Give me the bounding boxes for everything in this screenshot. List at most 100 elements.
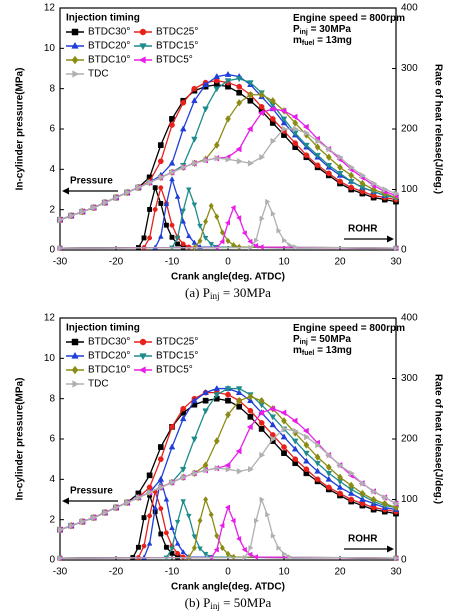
rohr-marker (197, 237, 203, 245)
rohr-marker (265, 511, 271, 518)
legend-marker (72, 70, 80, 78)
pressure-marker (258, 426, 265, 432)
legend-title: Injection timing (66, 13, 140, 24)
pressure-marker (269, 116, 276, 122)
pressure-marker (292, 119, 299, 127)
y-tick-label: 8 (49, 83, 55, 94)
pressure-marker (337, 153, 344, 161)
rohr-marker (169, 546, 175, 552)
annotation: Pinj = 50MPa (293, 334, 351, 346)
pressure-marker (269, 105, 276, 113)
pressure-marker (314, 453, 321, 461)
pressure-marker (68, 212, 75, 219)
pressure-marker (269, 421, 277, 428)
pressure-marker (304, 433, 311, 441)
rohr-marker (163, 544, 169, 550)
rohr-marker (259, 496, 265, 503)
pressure-marker (191, 97, 198, 104)
pressure-marker (180, 99, 187, 106)
pressure-marker (213, 141, 220, 149)
pressure-marker (169, 122, 175, 128)
caption-tail: = 30MPa (220, 285, 272, 300)
caption-base: (a) P (185, 285, 210, 300)
rohr-marker (197, 517, 203, 524)
pressure-marker (292, 427, 299, 435)
pressure-marker (202, 80, 209, 87)
rohr-marker (281, 551, 288, 557)
pressure-marker (270, 435, 277, 443)
pressure-marker (236, 89, 243, 96)
y-tick-label: 6 (49, 434, 55, 445)
pressure-marker (258, 103, 265, 110)
pressure-marker (179, 415, 187, 422)
y-axis-label: In-cylinder pressure(MPa) (15, 68, 26, 191)
y-tick-label: 2 (49, 514, 55, 525)
pressure-marker (57, 216, 64, 224)
legend-title: Injection timing (66, 323, 140, 334)
pressure-marker (325, 470, 333, 477)
pressure-marker (247, 407, 254, 414)
pressure-line (59, 79, 397, 221)
x-tick-label: 10 (278, 567, 290, 578)
pressure-marker (225, 465, 232, 473)
rohr-marker (185, 232, 192, 239)
pressure-marker (169, 479, 176, 486)
pressure-marker (281, 125, 288, 133)
rohr-marker (158, 531, 164, 537)
pressure-marker (113, 504, 120, 511)
pressure-marker (314, 476, 321, 483)
rohr-marker (169, 176, 175, 182)
rohr-marker (208, 241, 215, 248)
x-tick-label: -20 (109, 567, 124, 578)
rohr-marker (219, 544, 225, 552)
annotation-sub: fuel (302, 40, 315, 47)
rohr-marker (265, 198, 271, 205)
rohr-marker (174, 519, 181, 526)
rohr-marker (180, 548, 187, 555)
y-tick-label: 12 (44, 3, 56, 14)
annotation-base: m (293, 345, 302, 356)
y2-tick-label: 100 (401, 184, 418, 195)
pressure-arrowhead (62, 187, 69, 195)
rohr-marker (174, 193, 181, 199)
pressure-marker (303, 142, 310, 149)
legend-label: BTDC30° (88, 337, 130, 348)
caption-sub: inj (210, 291, 220, 301)
legend-marker (139, 43, 147, 51)
legend-label: TDC (88, 379, 109, 390)
y-tick-label: 10 (44, 43, 56, 54)
rohr-marker (236, 215, 242, 221)
pressure-arrowhead (62, 497, 69, 505)
annotation-sub: inj (300, 29, 308, 36)
legend-label: BTDC20° (88, 41, 130, 52)
rohr-marker (247, 238, 253, 245)
pressure-marker (281, 450, 287, 456)
rohr-marker (252, 554, 259, 560)
legend-marker (139, 28, 147, 36)
rohr-marker (157, 476, 164, 482)
annotation-base: P (293, 334, 300, 345)
pressure-marker (169, 169, 176, 176)
pressure-marker (158, 174, 165, 181)
rohr-marker (141, 543, 147, 549)
legend-marker (138, 366, 146, 374)
pressure-marker (236, 98, 243, 107)
annotation-tail: = 13mg (314, 35, 352, 46)
rohr-marker (276, 545, 282, 551)
annotation: Engine speed = 800rpm (293, 323, 405, 334)
pressure-marker (371, 180, 378, 187)
x-tick-label: 30 (390, 567, 402, 578)
pressure-marker (348, 184, 355, 191)
legend-label: BTDC10° (88, 55, 130, 66)
pressure-marker (326, 451, 333, 459)
rohr-marker (252, 242, 259, 249)
pressure-marker (236, 467, 243, 475)
pressure-marker (359, 179, 366, 188)
pressure-marker (247, 392, 254, 401)
pressure-marker (291, 445, 299, 452)
y2-tick-label: 200 (401, 434, 418, 445)
rohr-marker (175, 241, 181, 247)
pressure-marker (214, 154, 221, 162)
pressure-marker (280, 409, 287, 417)
pressure-marker (213, 72, 221, 79)
